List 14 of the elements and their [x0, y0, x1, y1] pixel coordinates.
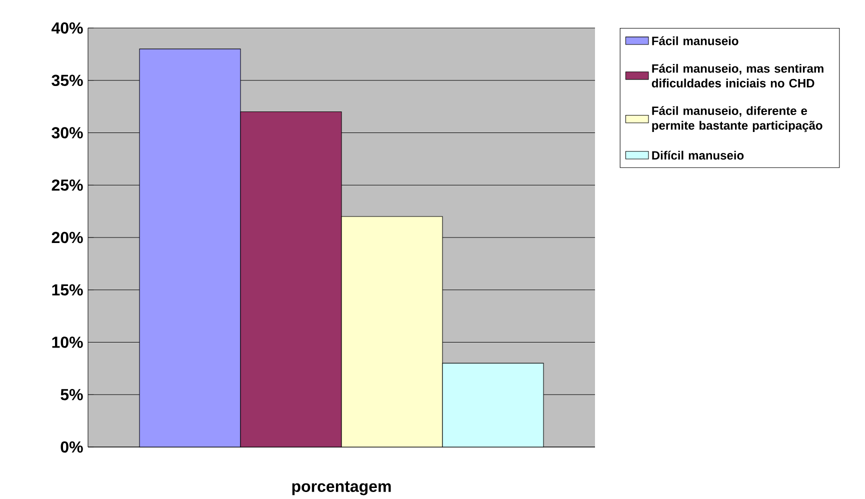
y-tick-label: 15%: [52, 284, 83, 296]
y-tick-label: 35%: [52, 74, 83, 86]
y-tick-label: 25%: [52, 179, 83, 191]
y-tick-label: 40%: [52, 22, 83, 34]
y-tick-label: 10%: [52, 336, 83, 348]
y-tick-label: 30%: [52, 127, 83, 138]
legend-label: Fácil manuseio, mas sentiram dificuldades iniciais no CHD: [652, 64, 824, 88]
legend-label: Difícil manuseio: [652, 150, 744, 160]
legend-label: Fácil manuseio, diferente e permite bastante participação: [652, 106, 822, 132]
y-tick-label: 5%: [60, 388, 83, 400]
x-tick-label: porcentagem: [292, 481, 391, 496]
y-tick-label: 20%: [52, 232, 83, 244]
legend-label: Fácil manuseio: [652, 36, 738, 46]
y-tick-label: 0%: [60, 441, 83, 453]
